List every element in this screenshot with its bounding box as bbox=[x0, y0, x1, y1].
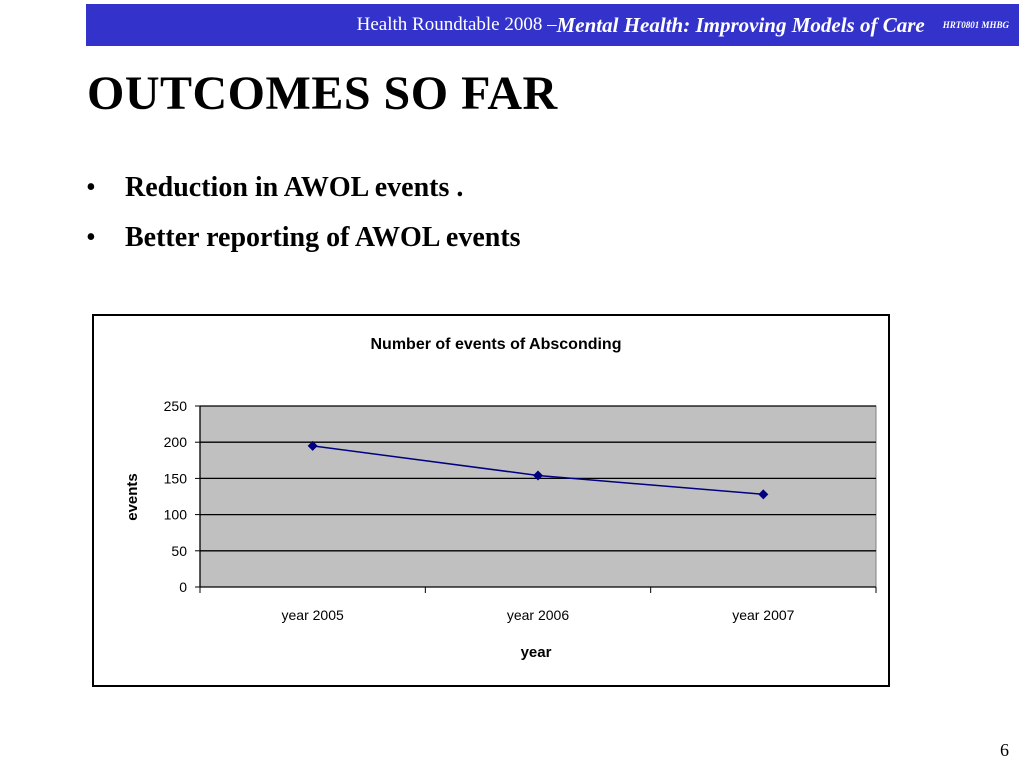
bullet-text: Better reporting of AWOL events bbox=[125, 222, 521, 253]
data-point-marker bbox=[533, 470, 543, 481]
y-axis-label: events bbox=[124, 473, 141, 521]
header-subtitle: Mental Health: Improving Models of Care bbox=[556, 12, 925, 37]
plot-area bbox=[199, 405, 877, 588]
y-tick-label: 50 bbox=[171, 543, 187, 559]
page-number: 6 bbox=[1000, 740, 1009, 760]
absconding-line-chart: Number of events of Absconding year even… bbox=[124, 336, 877, 661]
bullet-icon: • bbox=[86, 222, 96, 253]
x-axis-label: year bbox=[521, 644, 552, 661]
y-tick-label: 100 bbox=[164, 507, 188, 523]
x-tick-label: year 2005 bbox=[282, 607, 344, 623]
bullet-icon: • bbox=[86, 172, 96, 203]
header-bar: Health Roundtable 2008 – Mental Health: … bbox=[86, 4, 1019, 46]
header-code: HRT0801 MHBG bbox=[942, 20, 1009, 30]
data-point-marker bbox=[307, 440, 318, 451]
y-tick-label: 250 bbox=[164, 398, 188, 414]
chart-container: Number of events of Absconding year even… bbox=[92, 314, 890, 687]
y-tick-label: 200 bbox=[164, 434, 188, 450]
chart-title: Number of events of Absconding bbox=[371, 336, 622, 353]
bullet-item: • Better reporting of AWOL events bbox=[86, 222, 521, 272]
slide-title: OUTCOMES SO FAR bbox=[87, 67, 558, 120]
bullet-text: Reduction in AWOL events . bbox=[125, 172, 464, 203]
bullet-item: • Reduction in AWOL events . bbox=[86, 172, 521, 222]
y-tick-label: 0 bbox=[179, 579, 187, 595]
x-tick-label: year 2006 bbox=[507, 607, 569, 623]
y-tick-label: 150 bbox=[164, 470, 188, 486]
header-text: Health Roundtable 2008 – bbox=[356, 14, 557, 35]
x-tick-label: year 2007 bbox=[732, 607, 794, 623]
data-point-marker bbox=[758, 489, 769, 500]
bullet-list: • Reduction in AWOL events . • Better re… bbox=[86, 172, 521, 272]
